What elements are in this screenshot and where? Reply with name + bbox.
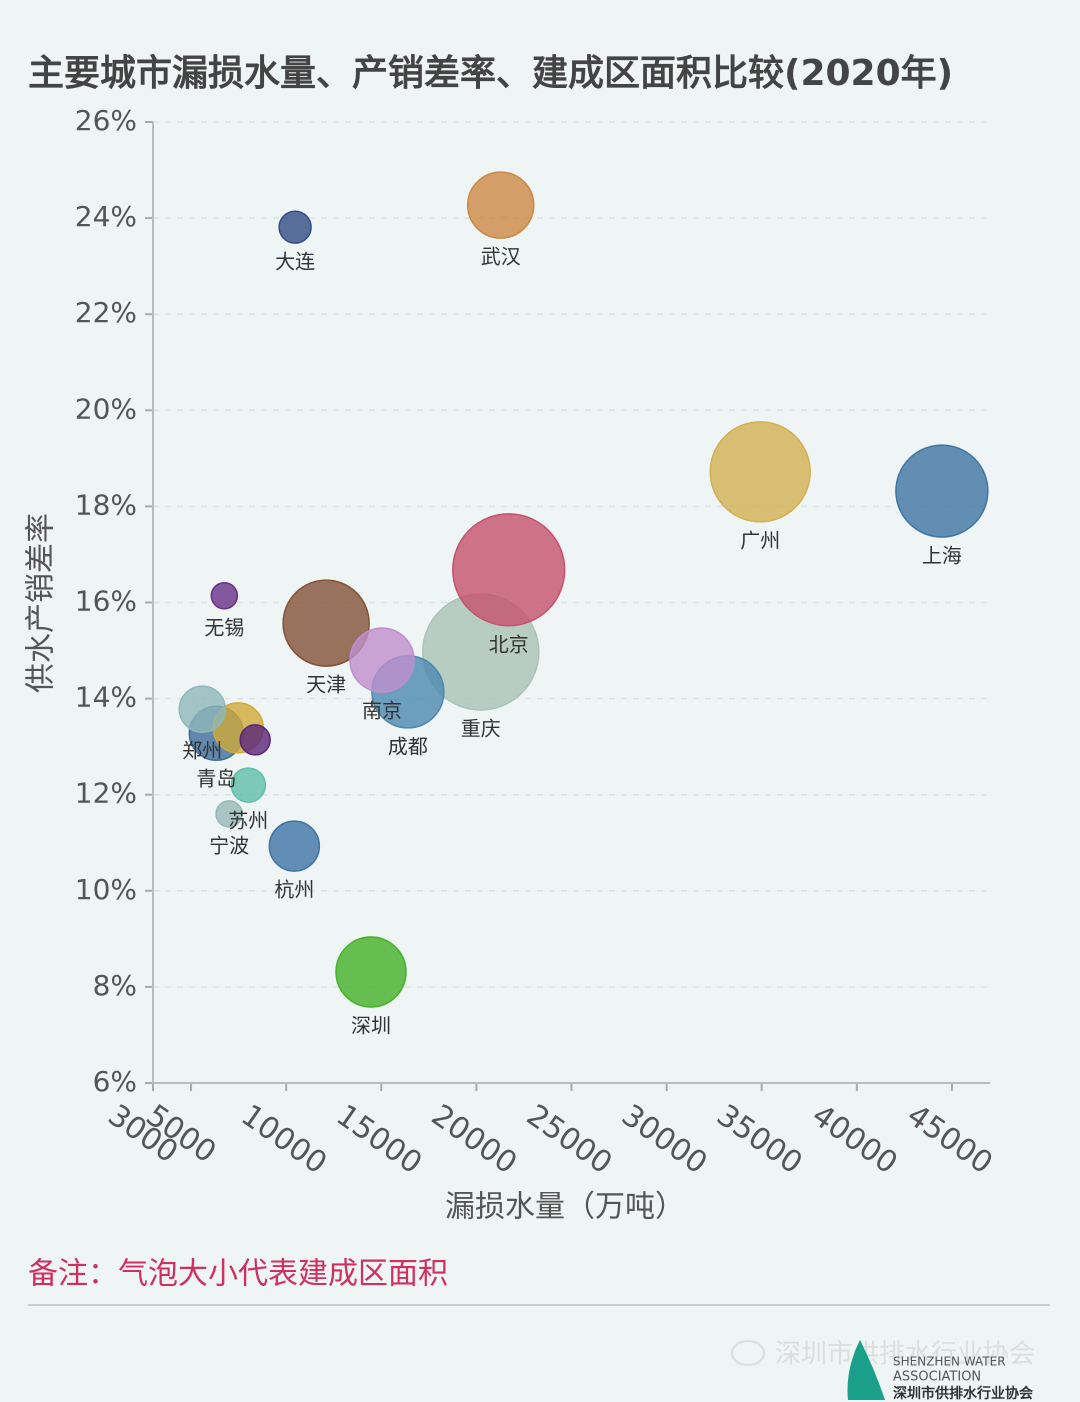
bubble [282,579,370,667]
bubble [709,421,811,523]
bubble [178,685,227,733]
bubble-label: 杭州 [274,878,314,902]
x-axis-label: 漏损水量（万吨） [445,1190,685,1225]
y-tick-label: 14% [75,681,137,714]
bubble-label: 成都 [388,734,428,758]
bubble [268,820,321,872]
y-tick-label: 10% [75,873,137,906]
bubble-label: 南京 [362,699,402,723]
bubble-label: 北京 [489,632,529,656]
y-tick-label: 26% [75,104,137,137]
y-tick-label: 22% [75,296,137,329]
bubble-label: 武汉 [481,245,521,269]
bubble [230,767,267,803]
bubble-label: 青岛 [196,767,236,791]
bubble [335,936,407,1008]
bubble [452,513,566,627]
bubble [210,581,239,610]
bubble [278,210,312,244]
bubble [349,627,415,693]
y-tick-label: 6% [93,1065,137,1098]
bubble [895,444,989,538]
y-tick-label: 20% [75,392,137,425]
y-axis-label: 供水产销差率 [24,513,59,693]
bubble-label: 宁波 [209,833,249,857]
footer: 深圳市供排水行业协会 SHENZHEN WATER ASSOCIATION 深圳… [731,1340,1035,1402]
watermark: 深圳市供排水行业协会 [775,1340,1035,1370]
y-tick-label: 18% [75,488,137,521]
logo-mark [847,1340,885,1400]
bubble-label: 郑州 [182,739,222,763]
bubble [239,724,271,756]
wechat-icon [731,1340,765,1366]
bubble-label: 深圳 [351,1013,391,1037]
bubble-label: 上海 [922,543,962,567]
y-tick-label: 12% [75,777,137,810]
y-tick-label: 16% [75,585,137,618]
logo-en: ASSOCIATION [893,1370,981,1385]
bubble-label: 苏州 [228,809,268,833]
bubble [466,171,535,239]
bubble-label: 广州 [740,528,780,552]
bubble-label: 无锡 [204,615,244,639]
logo-cn: 深圳市供排水行业协会 [893,1385,1034,1402]
bubble-label: 重庆 [461,716,501,740]
bubble-label: 天津 [306,673,346,697]
logo-en: SHENZHEN WATER [893,1355,1006,1369]
note: 备注：气泡大小代表建成区面积 [28,1257,448,1292]
y-tick-label: 24% [75,200,137,233]
bubble-label: 大连 [275,250,315,274]
y-tick-label: 8% [93,969,137,1002]
chart-title: 主要城市漏损水量、产销差率、建成区面积比较(2020年) [28,53,953,94]
bubble [215,800,243,828]
